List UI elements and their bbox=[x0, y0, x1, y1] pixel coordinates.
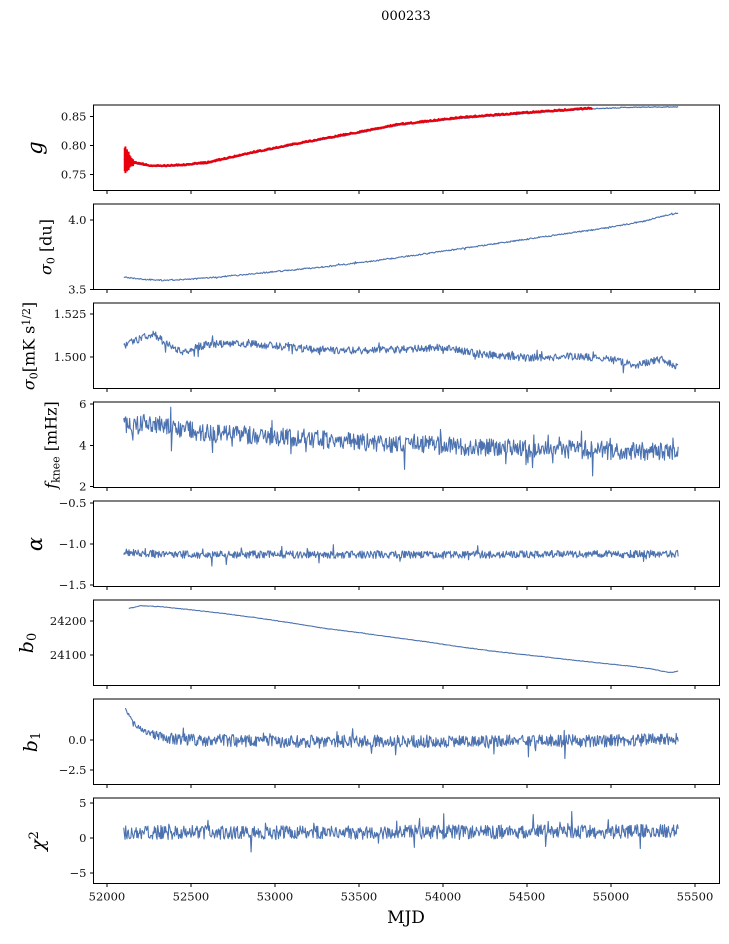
y-tick-label: 4.0 bbox=[68, 213, 86, 227]
y-tick-label: 24100 bbox=[50, 648, 87, 662]
y-axis-label-segment: b bbox=[19, 739, 42, 752]
fknee-line bbox=[123, 406, 679, 477]
x-tick-label: 52000 bbox=[89, 890, 126, 904]
axes-spines bbox=[93, 500, 720, 587]
y-tick-label: −5 bbox=[70, 866, 87, 880]
axes-spines bbox=[93, 401, 720, 488]
subplot-sigma0-mks: 1.500 1.525 bbox=[54, 302, 720, 392]
y-axis-label-segment: 1/2 bbox=[19, 307, 33, 326]
y-axis-label-segment: 0 bbox=[44, 256, 58, 264]
y-axis-label-g: g bbox=[23, 141, 47, 154]
x-tick-label: 53500 bbox=[341, 890, 378, 904]
y-axis-label-segment: σ bbox=[19, 378, 39, 390]
axes-spines bbox=[93, 797, 720, 884]
y-axis-label-segment: knee bbox=[49, 456, 63, 483]
x-tick-label: 52500 bbox=[173, 890, 210, 904]
y-tick-label: −0.5 bbox=[59, 496, 87, 510]
y-axis-label-alpha: α bbox=[23, 537, 47, 551]
axes-spines bbox=[93, 104, 720, 191]
y-axis-label-fknee: fknee [mHz] bbox=[42, 401, 63, 489]
subplot-sigma0-du: 3.5 4.0 bbox=[68, 203, 720, 297]
subplot-b0: 24100 24200 bbox=[50, 599, 720, 689]
g-measured-line bbox=[123, 106, 594, 168]
y-tick-label: 0.85 bbox=[61, 109, 87, 123]
subplot-alpha: −0.5 −1.0 −1.5 bbox=[59, 496, 720, 592]
y-axis-label-sigma0-du: σ0 [du] bbox=[37, 219, 58, 275]
y-tick-label: 1.500 bbox=[54, 350, 87, 364]
axes-spines bbox=[93, 599, 720, 686]
y-tick-label: 2 bbox=[79, 479, 86, 493]
y-axis-label-segment: σ bbox=[36, 263, 56, 275]
y-tick-label: 1.525 bbox=[54, 307, 87, 321]
x-tick-label: 54000 bbox=[425, 890, 462, 904]
y-tick-label: 24200 bbox=[50, 614, 87, 628]
y-tick-label: 6 bbox=[79, 397, 86, 411]
axes-spines bbox=[93, 302, 720, 389]
y-tick-label: 0.80 bbox=[61, 138, 87, 152]
y-axis-label-segment: b bbox=[15, 640, 38, 653]
y-axis-label-segment: [mHz] bbox=[41, 400, 61, 457]
y-axis-label-segment: g bbox=[23, 141, 47, 155]
chi2-line bbox=[123, 810, 679, 853]
g-fit-line bbox=[123, 106, 679, 168]
y-tick-label: 5 bbox=[79, 796, 86, 810]
sigma0-du-line bbox=[123, 212, 679, 282]
subplot-chi2: 52000 52500 53000 53500 54000 54500 55000 55500… bbox=[70, 796, 720, 904]
y-axis-label-segment: 2 bbox=[27, 830, 43, 840]
y-tick-label: −1.0 bbox=[59, 537, 87, 551]
axes-spines bbox=[93, 698, 720, 785]
axes-spines bbox=[93, 203, 720, 290]
b1-line bbox=[124, 707, 679, 760]
subplot-g: 0.75 0.80 0.85 bbox=[61, 104, 720, 194]
sigma0-mks-line bbox=[123, 330, 679, 374]
y-axis-label-segment: α bbox=[23, 536, 47, 551]
y-axis-label-segment: [du] bbox=[36, 218, 56, 257]
y-axis-label-segment: 0 bbox=[27, 372, 41, 379]
x-tick-label: 55500 bbox=[677, 890, 714, 904]
b0-line bbox=[128, 605, 679, 674]
y-tick-label: 4 bbox=[79, 438, 86, 452]
y-axis-label-b1: b1 bbox=[20, 732, 44, 752]
y-axis-label-chi2: χ2 bbox=[27, 831, 49, 851]
y-axis-label-segment: 1 bbox=[29, 731, 45, 740]
y-axis-label-segment: [mK s bbox=[19, 325, 39, 373]
y-axis-label-b0: b0 bbox=[16, 633, 40, 653]
y-tick-label: 0.0 bbox=[68, 733, 86, 747]
y-tick-label: 3.5 bbox=[68, 283, 86, 297]
y-tick-label: −2.5 bbox=[59, 763, 87, 777]
y-tick-label: 0 bbox=[79, 831, 86, 845]
y-axis-label-segment: χ bbox=[27, 839, 49, 851]
x-tick-label: 55000 bbox=[593, 890, 630, 904]
y-axis-label-sigma0-mks: σ0[mK s1/2] bbox=[20, 302, 41, 390]
subplot-b1: 0.0 −2.5 bbox=[59, 698, 720, 788]
subplot-fknee: 2 4 6 bbox=[79, 397, 720, 493]
y-axis-label-segment: ] bbox=[19, 301, 39, 308]
y-tick-label: 0.75 bbox=[61, 167, 87, 181]
x-tick-label: 53000 bbox=[257, 890, 294, 904]
y-axis-label-segment: 0 bbox=[25, 632, 41, 641]
y-tick-label: −1.5 bbox=[59, 578, 87, 592]
alpha-line bbox=[123, 544, 679, 567]
x-axis-label: MJD bbox=[387, 908, 425, 928]
figure-title: 000233 bbox=[381, 9, 431, 24]
x-tick-label: 54500 bbox=[509, 890, 546, 904]
y-axis-label-segment: f bbox=[41, 482, 61, 489]
